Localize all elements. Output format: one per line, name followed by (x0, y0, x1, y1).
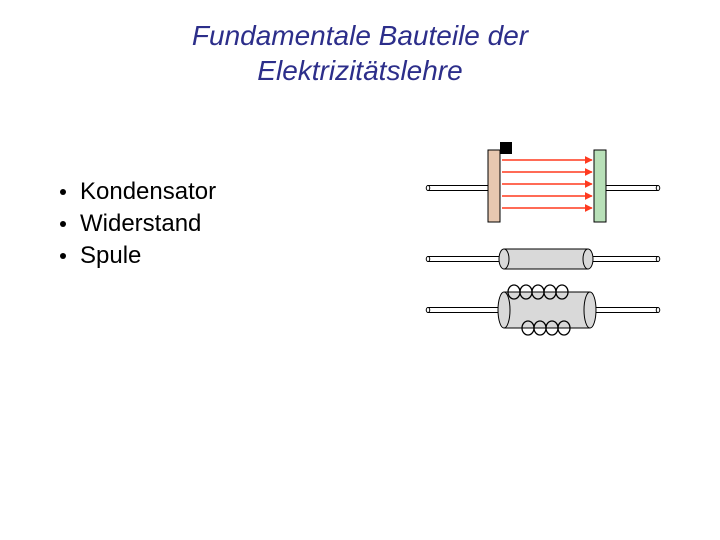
slide-title: Fundamentale Bauteile der Elektrizitätsl… (0, 18, 720, 88)
resistor-diagram (428, 244, 658, 274)
bullet-item: Kondensator (60, 178, 216, 206)
bullet-list: Kondensator Widerstand Spule (60, 178, 216, 274)
bullet-label: Spule (80, 242, 141, 270)
slide: Fundamentale Bauteile der Elektrizitätsl… (0, 0, 720, 540)
bullet-label: Widerstand (80, 210, 201, 238)
bullet-dot-icon (60, 221, 66, 227)
capacitor-diagram (428, 148, 658, 228)
bullet-label: Kondensator (80, 178, 216, 206)
title-line-1: Fundamentale Bauteile der (0, 18, 720, 53)
coil-diagram (428, 280, 658, 340)
title-line-2: Elektrizitätslehre (0, 53, 720, 88)
bullet-item: Widerstand (60, 210, 216, 238)
bullet-item: Spule (60, 242, 216, 270)
bullet-dot-icon (60, 189, 66, 195)
bullet-dot-icon (60, 253, 66, 259)
